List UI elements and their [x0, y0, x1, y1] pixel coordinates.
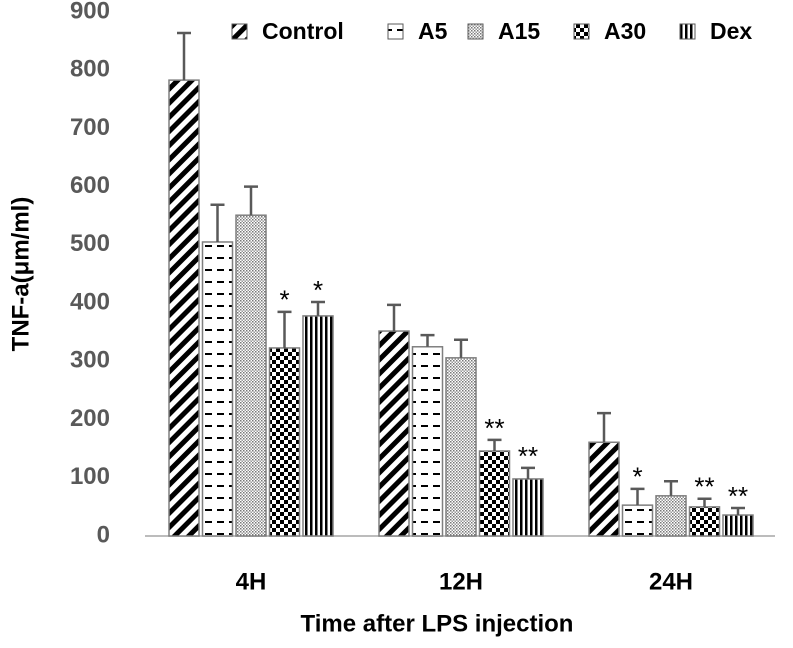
error-bar	[277, 310, 292, 348]
legend-label: Control	[262, 18, 344, 44]
error-bar	[664, 480, 678, 496]
legend-label: A15	[498, 18, 540, 44]
bar	[688, 506, 721, 537]
error-bar	[311, 300, 325, 316]
y-tick-label: 900	[70, 0, 110, 24]
bar	[445, 357, 477, 537]
bar	[302, 315, 334, 537]
y-tick-label: 700	[70, 114, 110, 141]
y-tick-label: 200	[70, 405, 110, 432]
bar	[588, 441, 620, 537]
bar	[168, 79, 200, 537]
error-bar	[210, 203, 225, 242]
y-tick-label: 0	[97, 521, 110, 548]
significance-label: *	[313, 275, 323, 305]
error-bar	[244, 185, 258, 216]
y-tick-label: 600	[70, 172, 110, 199]
y-tick-label: 300	[70, 347, 110, 374]
significance-label: **	[484, 413, 504, 443]
error-bar	[521, 466, 535, 479]
legend-swatch	[467, 23, 484, 40]
error-bar	[731, 506, 745, 516]
x-tick-label: 4H	[236, 568, 267, 595]
significance-label: **	[518, 441, 538, 471]
legend-swatch	[573, 23, 590, 40]
error-bar	[597, 411, 611, 443]
error-bar	[454, 338, 468, 358]
error-bar	[487, 438, 502, 451]
x-tick-label: 12H	[439, 568, 483, 595]
bar	[378, 330, 410, 537]
error-bar	[420, 333, 435, 347]
error-bar	[697, 497, 712, 507]
bar	[268, 347, 301, 537]
legend-label: A30	[604, 18, 646, 44]
bar	[512, 478, 544, 537]
y-tick-label: 800	[70, 56, 110, 83]
bar	[478, 450, 511, 537]
significance-label: *	[632, 462, 642, 492]
significance-label: **	[694, 472, 714, 502]
bar	[201, 241, 234, 537]
significance-label: *	[279, 285, 289, 315]
y-tick-label: 500	[70, 230, 110, 257]
legend-label: Dex	[710, 18, 752, 44]
y-tick-label: 100	[70, 463, 110, 490]
error-bar	[177, 31, 191, 81]
legend-label: A5	[418, 18, 448, 44]
error-bar	[387, 303, 401, 332]
bar	[235, 214, 267, 537]
bar	[655, 495, 687, 537]
legend-swatch	[231, 23, 248, 40]
x-axis-title: Time after LPS injection	[301, 610, 574, 637]
bar	[722, 514, 754, 537]
y-tick-label: 400	[70, 288, 110, 315]
y-axis-title: TNF-a(μm/ml)	[7, 197, 34, 352]
bar	[621, 504, 654, 537]
significance-label: **	[728, 481, 748, 511]
legend-swatch	[387, 23, 404, 40]
error-bar	[630, 487, 645, 506]
x-tick-label: 24H	[649, 568, 693, 595]
legend-swatch	[679, 23, 696, 40]
bar	[411, 346, 444, 537]
